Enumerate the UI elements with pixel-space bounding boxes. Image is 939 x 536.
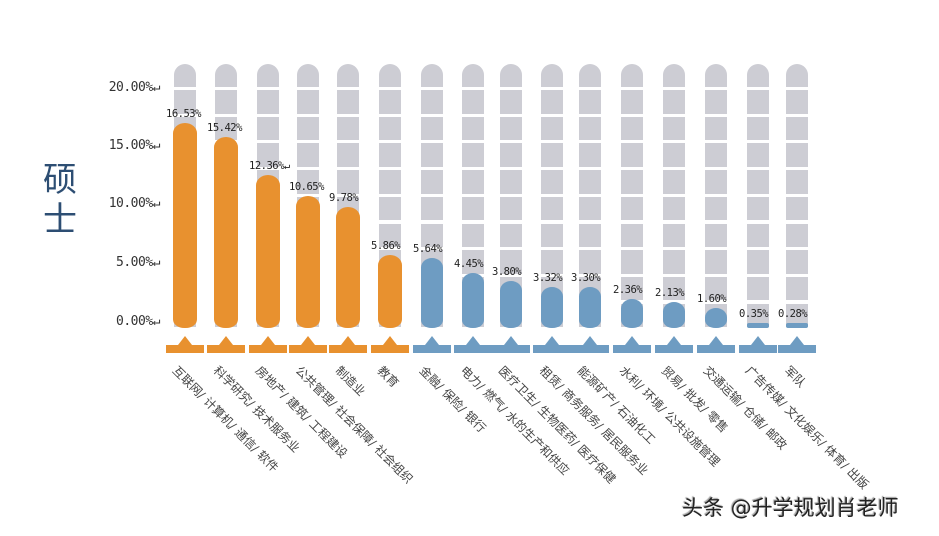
data-bar (579, 287, 601, 328)
base-marker (492, 336, 530, 353)
base-marker (533, 336, 571, 353)
base-marker (329, 336, 367, 353)
data-bar (541, 286, 563, 328)
data-bar (214, 136, 238, 328)
bar-track (747, 64, 769, 328)
data-bar (747, 323, 769, 328)
data-value-label: 3.80% (492, 265, 522, 278)
data-value-label: 15.42% (207, 121, 242, 134)
base-marker (371, 336, 409, 353)
data-value-label: 4.45% (454, 257, 484, 270)
y-tick-label: 20.00%↵ (108, 80, 161, 95)
data-value-label: 12.36%↵ (249, 159, 290, 172)
base-marker (655, 336, 693, 353)
data-value-label: 1.60% (697, 293, 727, 306)
base-marker (207, 336, 245, 353)
data-bar (705, 308, 727, 328)
data-value-label: 10.65% (289, 180, 324, 193)
base-marker (249, 336, 287, 353)
data-value-label: 2.13% (655, 286, 685, 299)
data-bar (421, 258, 443, 328)
data-bar (462, 272, 484, 328)
base-marker (454, 336, 492, 353)
watermark: 头条 @升学规划肖老师 (682, 496, 899, 520)
data-value-label: 5.86% (371, 240, 401, 253)
title-char-1: 硕 (43, 160, 77, 200)
base-marker (166, 336, 204, 353)
data-bar (336, 206, 360, 328)
data-value-label: 3.30% (571, 272, 601, 285)
data-value-label: 5.64% (413, 243, 443, 256)
base-marker (778, 336, 816, 353)
bar-track (786, 64, 808, 328)
base-marker (289, 336, 327, 353)
data-bar (173, 123, 197, 328)
base-marker (613, 336, 651, 353)
base-marker (413, 336, 451, 353)
base-marker (571, 336, 609, 353)
chart-title: 硕 士 (40, 160, 80, 240)
bar-track (705, 64, 727, 328)
data-value-label: 9.78% (329, 191, 359, 204)
data-bar (256, 174, 280, 328)
y-tick-label: 10.00%↵ (108, 196, 161, 211)
base-marker (739, 336, 777, 353)
data-bar (663, 301, 685, 328)
y-tick-label: 5.00%↵ (116, 255, 160, 270)
data-bar (296, 195, 320, 328)
data-value-label: 0.35% (739, 308, 769, 320)
data-bar (500, 280, 522, 328)
data-value-label: 16.53% (166, 108, 201, 121)
data-value-label: 2.36% (613, 283, 643, 296)
data-value-label: 0.28% (778, 308, 808, 320)
data-value-label: 3.32% (533, 271, 563, 284)
bar-track (500, 64, 522, 328)
title-char-2: 士 (43, 200, 77, 240)
base-marker (697, 336, 735, 353)
data-bar (621, 298, 643, 328)
y-tick-label: 15.00%↵ (108, 138, 161, 153)
data-bar (378, 255, 402, 328)
data-bar (786, 323, 808, 328)
y-tick-label: 0.00%↵ (116, 314, 160, 329)
